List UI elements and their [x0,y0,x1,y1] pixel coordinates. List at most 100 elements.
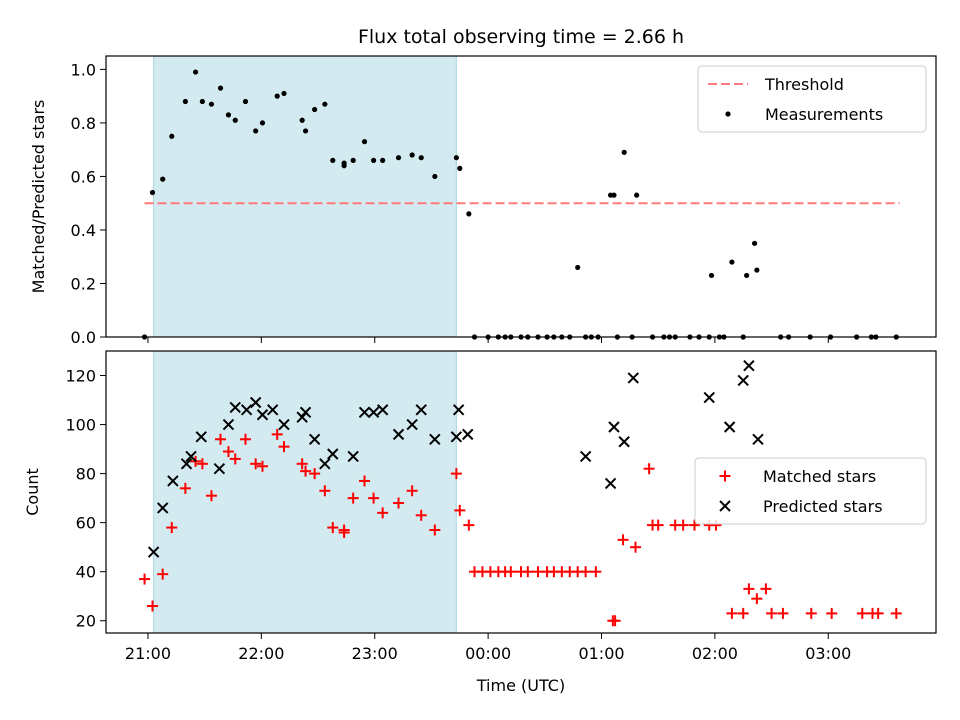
predicted-point [222,418,235,431]
x-tick-label: 03:00 [805,644,851,663]
predicted-point [185,450,197,463]
measurement-point [575,264,581,271]
measurement-point [744,272,750,279]
measurement-point [299,117,305,123]
matched-point [309,468,321,480]
measurement-point [259,120,266,126]
measurement-point [281,90,287,97]
top-y-tick-label: 0.0 [71,328,96,347]
predicted-point-b [147,546,160,558]
measurement-point [466,211,472,217]
matched-point [805,607,817,619]
matched-point [179,482,191,494]
legend-cross-b [719,500,731,512]
matched-point [463,519,475,531]
matched-point [406,485,418,497]
measurement-point [199,98,205,105]
measurement-point [192,69,199,75]
measurement-point [751,240,758,246]
measurement-point [729,259,735,265]
measurement-points [141,69,899,340]
x-tick-label: 21:00 [125,644,171,663]
predicted-point-b [429,433,441,445]
predicted-point-b [222,418,235,431]
matched-point [393,497,405,509]
bottom-y-tick-label: 100 [65,416,96,435]
predicted-point [180,458,193,470]
predicted-point [167,475,179,487]
matched-point [157,568,169,580]
legend-matched-label: Matched stars [763,467,876,486]
predicted-point [415,404,427,416]
predicted-point [450,431,463,443]
matched-point [617,534,629,546]
predicted-point [737,374,749,387]
predicted-point [213,462,226,475]
measurement-point [370,157,377,163]
predicted-point-b [180,458,193,470]
matched-point [688,519,700,531]
predicted-point [429,433,441,445]
bottom-y-axis-label: Count [23,468,42,516]
measurement-point [453,155,459,161]
measurement-point [312,106,318,113]
top-y-tick-label: 0.6 [71,167,96,186]
predicted-point [347,450,359,463]
matched-point [890,607,902,619]
predicted-point-b [213,462,226,475]
bottom-y-axis: 20 40 60 80 100 120 [65,367,106,631]
top-panel: 0.0 0.2 0.4 0.6 0.8 1.0 Matched/Predicted sta… [29,55,937,347]
predicted-point-b [249,396,262,409]
matched-point [522,566,534,578]
measurement-point [225,112,232,118]
predicted-point [608,421,620,433]
matched-point [872,607,884,619]
top-y-tick-label: 1.0 [71,60,96,79]
measurement-point [708,272,715,279]
matched-point [726,607,738,619]
measurement-point [380,157,386,163]
matched-point [856,607,868,619]
measurement-point [242,98,249,105]
predicted-point [308,433,321,445]
matched-point [677,519,689,531]
predicted-point [266,404,279,416]
legend-cross [719,500,731,512]
measurement-point [274,93,280,99]
predicted-point [229,401,241,414]
bottom-y-tick-label: 40 [76,563,96,582]
matched-point [229,453,241,465]
matched-point [590,566,602,578]
matched-point [146,600,158,612]
predicted-point-b [703,391,715,404]
matched-point [415,509,427,521]
predicted-point-b [327,448,339,460]
predicted-point [376,404,389,416]
top-y-axis-label: Matched/Predicted stars [29,100,48,294]
predicted-point-b [737,374,749,387]
measurement-point [361,139,368,145]
legend-measurement-label: Measurements [765,105,883,124]
legend-threshold-label: Threshold [764,75,844,94]
matched-point [505,566,517,578]
matched-point [338,526,350,538]
predicted-point-b [278,418,290,431]
top-y-axis: 0.0 0.2 0.4 0.6 0.8 1.0 [71,60,106,347]
predicted-point-b [452,404,465,416]
predicted-point [604,477,617,490]
measurement-point [330,157,336,163]
matched-point [250,458,262,470]
matched-point [450,468,462,480]
bottom-panel: 20 40 60 80 100 120 21:00 22:00 23:00 00:00 01:00… [23,350,937,695]
x-axis: 21:00 22:00 23:00 00:00 01:00 02:00 03:00 [125,633,851,663]
matched-point [359,475,371,487]
predicted-point-b [618,436,630,448]
predicted-point-b [266,404,279,416]
measurement-point [350,157,356,163]
predicted-point-b [167,475,179,487]
bottom-y-tick-label: 80 [76,465,96,484]
matched-point [609,615,621,627]
predicted-point-b [462,428,474,441]
x-tick-label: 02:00 [692,644,738,663]
